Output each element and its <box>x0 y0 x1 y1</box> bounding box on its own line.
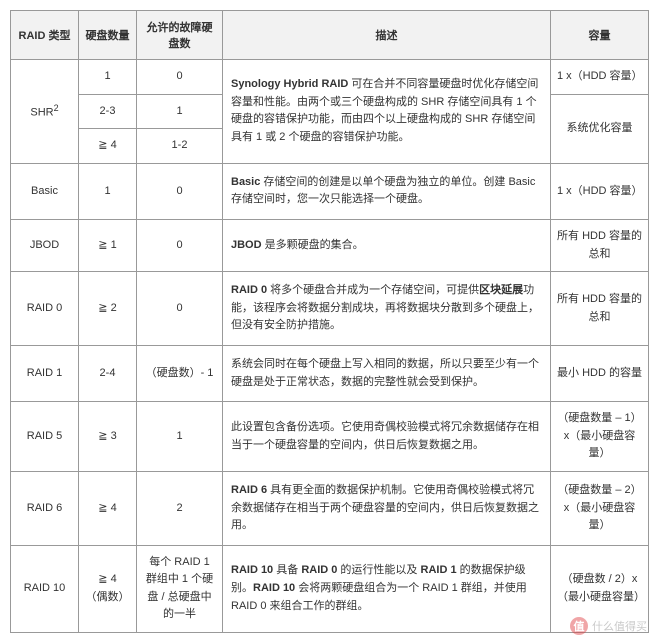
cell-disk-count: ≧ 3 <box>79 402 137 472</box>
cell-raid-type: SHR2 <box>11 60 79 164</box>
table-row: JBOD ≧ 1 0 JBOD 是多颗硬盘的集合。 所有 HDD 容量的总和 <box>11 219 649 271</box>
cell-disk-count: ≧ 2 <box>79 272 137 346</box>
cell-capacity: （硬盘数量 – 2）x（最小硬盘容量） <box>551 471 649 545</box>
cell-disk-count: 1 <box>79 163 137 219</box>
col-fault-tolerance: 允许的故障硬盘数 <box>137 11 223 60</box>
table-row: RAID 1 2-4 （硬盘数）- 1 系统会同时在每个硬盘上写入相同的数据，所… <box>11 345 649 401</box>
cell-description: Synology Hybrid RAID 可在合并不同容量硬盘时优化存储空间容量… <box>223 60 551 164</box>
cell-description: JBOD 是多颗硬盘的集合。 <box>223 219 551 271</box>
table-header: RAID 类型 硬盘数量 允许的故障硬盘数 描述 容量 <box>11 11 649 60</box>
col-description: 描述 <box>223 11 551 60</box>
col-capacity: 容量 <box>551 11 649 60</box>
cell-capacity: 最小 HDD 的容量 <box>551 345 649 401</box>
table-row: SHR2 1 0 Synology Hybrid RAID 可在合并不同容量硬盘… <box>11 60 649 95</box>
cell-fault: 2 <box>137 471 223 545</box>
cell-fault: （硬盘数）- 1 <box>137 345 223 401</box>
cell-disk-count: 1 <box>79 60 137 95</box>
cell-raid-type: RAID 1 <box>11 345 79 401</box>
cell-disk-count: 2-3 <box>79 94 137 129</box>
cell-fault: 1 <box>137 94 223 129</box>
cell-fault: 1 <box>137 402 223 472</box>
col-raid-type: RAID 类型 <box>11 11 79 60</box>
raid-comparison-table: RAID 类型 硬盘数量 允许的故障硬盘数 描述 容量 SHR2 1 0 Syn… <box>10 10 649 633</box>
cell-description: RAID 10 具备 RAID 0 的运行性能以及 RAID 1 的数据保护级别… <box>223 545 551 632</box>
table-row: RAID 5 ≧ 3 1 此设置包含备份选项。它使用奇偶校验模式将冗余数据储存在… <box>11 402 649 472</box>
table-row: RAID 10 ≧ 4（偶数） 每个 RAID 1 群组中 1 个硬盘 / 总硬… <box>11 545 649 632</box>
cell-fault: 0 <box>137 272 223 346</box>
cell-fault: 0 <box>137 60 223 95</box>
cell-description: Basic 存储空间的创建是以单个硬盘为独立的单位。创建 Basic 存储空间时… <box>223 163 551 219</box>
cell-raid-type: RAID 0 <box>11 272 79 346</box>
table-row: RAID 0 ≧ 2 0 RAID 0 将多个硬盘合并成为一个存储空间，可提供区… <box>11 272 649 346</box>
cell-capacity: （硬盘数 / 2）x（最小硬盘容量） <box>551 545 649 632</box>
cell-capacity: （硬盘数量 – 1）x（最小硬盘容量） <box>551 402 649 472</box>
cell-description: RAID 0 将多个硬盘合并成为一个存储空间，可提供区块延展功能，该程序会将数据… <box>223 272 551 346</box>
cell-raid-type: RAID 5 <box>11 402 79 472</box>
cell-raid-type: JBOD <box>11 219 79 271</box>
cell-raid-type: RAID 6 <box>11 471 79 545</box>
cell-disk-count: ≧ 1 <box>79 219 137 271</box>
cell-fault: 0 <box>137 219 223 271</box>
cell-capacity: 系统优化容量 <box>551 94 649 163</box>
cell-disk-count: ≧ 4（偶数） <box>79 545 137 632</box>
cell-disk-count: ≧ 4 <box>79 129 137 164</box>
cell-disk-count: 2-4 <box>79 345 137 401</box>
cell-raid-type: RAID 10 <box>11 545 79 632</box>
cell-capacity: 所有 HDD 容量的总和 <box>551 272 649 346</box>
col-disk-count: 硬盘数量 <box>79 11 137 60</box>
cell-description: RAID 6 具有更全面的数据保护机制。它使用奇偶校验模式将冗余数据储存在相当于… <box>223 471 551 545</box>
cell-capacity: 1 x（HDD 容量） <box>551 163 649 219</box>
cell-description: 系统会同时在每个硬盘上写入相同的数据，所以只要至少有一个硬盘是处于正常状态，数据… <box>223 345 551 401</box>
cell-capacity: 1 x（HDD 容量） <box>551 60 649 95</box>
cell-fault: 0 <box>137 163 223 219</box>
cell-capacity: 所有 HDD 容量的总和 <box>551 219 649 271</box>
cell-fault: 1-2 <box>137 129 223 164</box>
table-row: RAID 6 ≧ 4 2 RAID 6 具有更全面的数据保护机制。它使用奇偶校验… <box>11 471 649 545</box>
cell-raid-type: Basic <box>11 163 79 219</box>
cell-fault: 每个 RAID 1 群组中 1 个硬盘 / 总硬盘中的一半 <box>137 545 223 632</box>
cell-disk-count: ≧ 4 <box>79 471 137 545</box>
cell-description: 此设置包含备份选项。它使用奇偶校验模式将冗余数据储存在相当于一个硬盘容量的空间内… <box>223 402 551 472</box>
table-row: Basic 1 0 Basic 存储空间的创建是以单个硬盘为独立的单位。创建 B… <box>11 163 649 219</box>
